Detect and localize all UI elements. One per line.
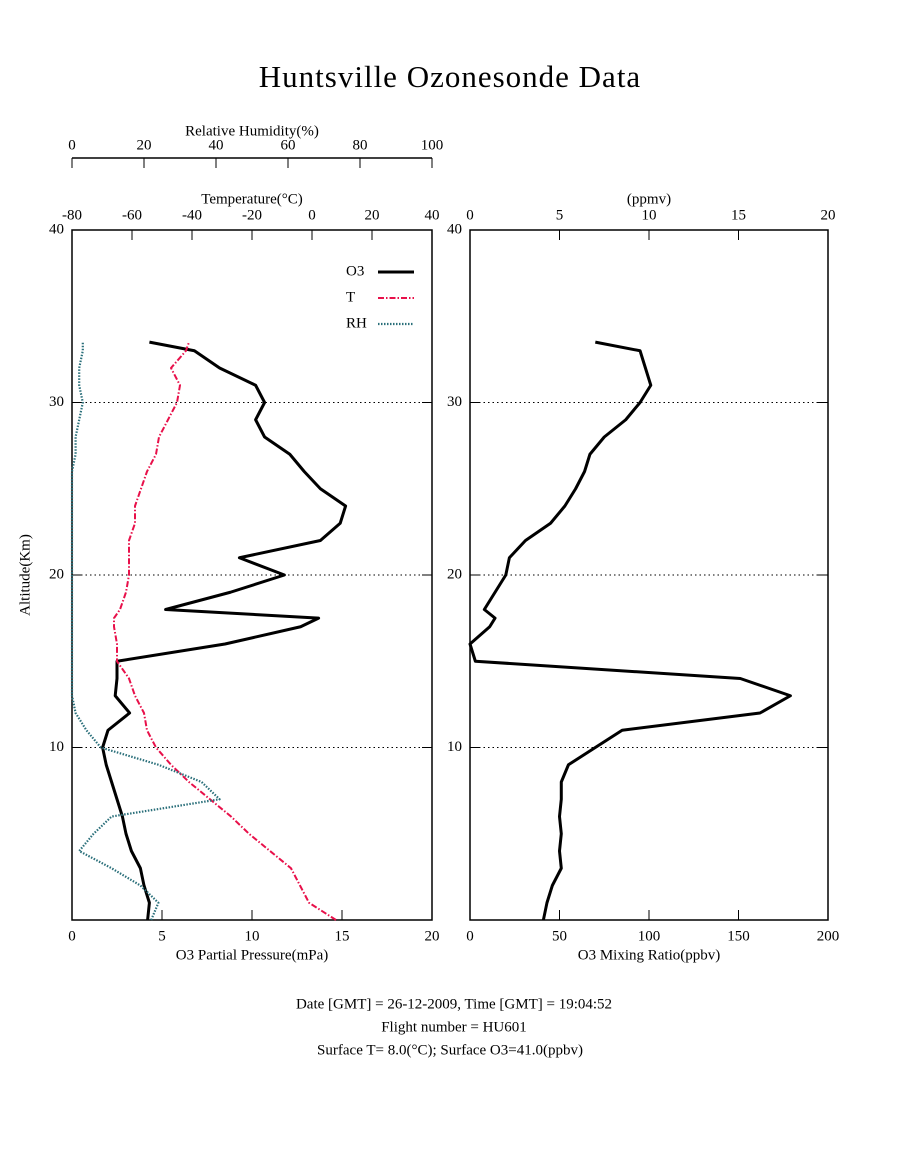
x2-tick-label: -60 bbox=[122, 207, 142, 223]
x2-tick-label: 20 bbox=[821, 207, 836, 223]
x2-tick-label: 0 bbox=[308, 207, 316, 223]
x-tick-label: 0 bbox=[466, 928, 474, 944]
x-tick-label: 150 bbox=[727, 928, 750, 944]
y-tick-label: 20 bbox=[447, 566, 462, 582]
x-tick-label: 15 bbox=[335, 928, 350, 944]
y-tick-label: 40 bbox=[49, 221, 64, 237]
footer-line: Flight number = HU601 bbox=[381, 1019, 527, 1035]
profile-line bbox=[113, 341, 337, 921]
x-axis-label: O3 Mixing Ratio(ppbv) bbox=[578, 947, 721, 963]
y-tick-label: 30 bbox=[447, 394, 462, 410]
x2-tick-label: -80 bbox=[62, 207, 82, 223]
chart-title: Huntsville Ozonesonde Data bbox=[259, 59, 641, 94]
x-tick-label: 50 bbox=[552, 928, 567, 944]
footer-line: Date [GMT] = 26-12-2009, Time [GMT] = 19… bbox=[296, 996, 612, 1012]
x3-tick-label: 20 bbox=[137, 137, 152, 153]
y-tick-label: 10 bbox=[447, 739, 462, 755]
x2-axis-label: (ppmv) bbox=[627, 191, 671, 207]
x3-tick-label: 100 bbox=[421, 137, 444, 153]
y-tick-label: 40 bbox=[447, 221, 462, 237]
x2-tick-label: 20 bbox=[365, 207, 380, 223]
legend-label: O3 bbox=[346, 263, 364, 279]
y-tick-label: 30 bbox=[49, 394, 64, 410]
x-tick-label: 200 bbox=[817, 928, 840, 944]
x-tick-label: 10 bbox=[245, 928, 260, 944]
profile-line bbox=[70, 342, 221, 921]
x-tick-label: 20 bbox=[425, 928, 440, 944]
x2-tick-label: 10 bbox=[642, 207, 657, 223]
x-tick-label: 5 bbox=[158, 928, 166, 944]
footer-line: Surface T= 8.0(°C); Surface O3=41.0(ppbv… bbox=[317, 1042, 583, 1058]
x2-tick-label: 0 bbox=[466, 207, 474, 223]
x3-axis-label: Relative Humidity(%) bbox=[185, 123, 319, 139]
legend-label: T bbox=[346, 289, 355, 305]
x-axis-label: O3 Partial Pressure(mPa) bbox=[176, 947, 328, 963]
x2-axis-label: Temperature(°C) bbox=[201, 191, 303, 207]
x-tick-label: 0 bbox=[68, 928, 76, 944]
profile-line bbox=[101, 340, 348, 921]
x2-tick-label: 5 bbox=[556, 207, 564, 223]
y-axis-label: Altitude(Km) bbox=[17, 534, 33, 616]
profile-line bbox=[468, 340, 792, 921]
x2-tick-label: 15 bbox=[731, 207, 746, 223]
x-tick-label: 100 bbox=[638, 928, 661, 944]
legend-label: RH bbox=[346, 315, 367, 331]
x3-tick-label: 40 bbox=[209, 137, 224, 153]
x3-tick-label: 60 bbox=[281, 137, 296, 153]
x2-tick-label: 40 bbox=[425, 207, 440, 223]
x2-tick-label: -20 bbox=[242, 207, 262, 223]
y-tick-label: 10 bbox=[49, 739, 64, 755]
x3-tick-label: 80 bbox=[353, 137, 368, 153]
y-tick-label: 20 bbox=[49, 566, 64, 582]
x3-tick-label: 0 bbox=[68, 137, 76, 153]
x2-tick-label: -40 bbox=[182, 207, 202, 223]
